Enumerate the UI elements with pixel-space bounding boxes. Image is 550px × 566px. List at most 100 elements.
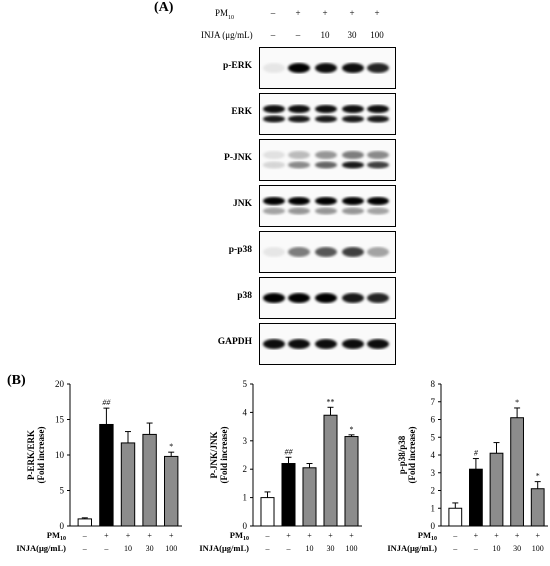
blot-label: p38 [237,291,252,301]
inja-label: INJA (μg/mL) [201,30,253,40]
y-axis-label-line2: (Fold increase) [36,426,46,483]
inja-value: – [286,544,292,553]
y-tick-label: 0 [431,521,436,531]
pm-value: + [295,8,301,18]
blot-band [367,63,389,73]
y-axis-label-line2: (Fold increase) [407,426,417,483]
blot-band-lower [342,161,364,169]
inja-value: 10 [493,544,501,553]
blot-band-lower [263,161,285,169]
pm-value: + [494,531,499,540]
bar [344,436,359,527]
inja-value: – [452,544,458,553]
blot-band-lower [367,207,389,215]
blot-band [367,339,389,349]
y-axis-label: P-ERK/ERK [26,430,36,480]
pm-value: + [322,8,328,18]
y-tick-label: 0 [243,521,248,531]
bar [530,488,545,527]
blot-band-lower [315,161,337,169]
blot-band [367,247,389,257]
y-tick-label: 5 [431,432,436,442]
blot-band [263,105,285,113]
blot-band [263,293,285,303]
blot-band-lower [263,207,285,215]
significance-mark: * [536,472,540,481]
blot-label: p-p38 [228,245,252,255]
blot-band [342,63,364,73]
blot-band-lower [342,115,364,123]
bar [281,463,296,527]
pm-value: + [286,531,291,540]
pm-value: + [169,531,174,540]
inja-value: 30 [513,544,521,553]
bar [77,518,92,527]
blot-band [315,63,337,73]
blot-band [288,247,310,257]
significance-mark: * [515,398,519,407]
pm-value: + [474,531,479,540]
significance-mark: * [169,442,173,451]
y-tick-label: 1 [243,493,248,503]
y-tick-label: 15 [55,415,65,425]
inja-value: – [473,544,479,553]
pm-value: + [349,8,355,18]
blot-band [263,197,285,205]
blot-band-lower [367,161,389,169]
y-tick-label: 2 [243,464,248,474]
blot-band [342,105,364,113]
blot-band [288,197,310,205]
inja-value: – [82,544,88,553]
pm10-label: PM10 [215,8,235,21]
blot-band [315,293,337,303]
bar [142,433,157,527]
blot-image [259,185,396,227]
y-tick-label: 10 [55,450,65,460]
y-tick-label: 1 [431,503,436,513]
blot-band [288,151,310,159]
blot-image [259,93,396,135]
inja-value: 100 [370,30,384,40]
blot-band [288,293,310,303]
blot-band [315,339,337,349]
pm-value: + [535,531,540,540]
blot-band-lower [367,115,389,123]
significance-mark: * [350,425,354,434]
y-tick-label: 4 [243,407,248,417]
x-inja-label: INJA(μg/mL) [199,543,249,553]
pm-value: + [349,531,354,540]
bar [164,455,179,527]
pm-value: – [452,531,458,540]
pm-value: + [374,8,380,18]
inja-value: 30 [327,544,335,553]
blot-band-lower [342,207,364,215]
inja-value: 10 [306,544,314,553]
bar [302,467,317,527]
blot-band [288,339,310,349]
y-axis-label: P-JNK/JNK [209,432,219,479]
blot-band-lower [315,115,337,123]
inja-value: – [265,544,271,553]
significance-mark: ** [327,397,335,406]
pm-value: + [126,531,131,540]
inja-value: 30 [347,30,357,40]
x-inja-label: INJA(μg/mL) [16,543,66,553]
y-tick-label: 7 [431,397,436,407]
pm-value: – [270,8,276,18]
pm-value: – [265,531,271,540]
y-tick-label: 8 [431,379,436,389]
pm-value: – [82,531,88,540]
y-axis-label-line2: (Fold increase) [219,426,229,483]
bar [99,423,114,527]
blot-band [315,151,337,159]
pm-value: + [147,531,152,540]
y-tick-label: 4 [431,450,436,460]
inja-value: 30 [146,544,154,553]
blot-band [342,197,364,205]
inja-value: 100 [346,544,358,553]
blot-band-lower [263,115,285,123]
inja-value: 10 [124,544,132,553]
bar [120,442,136,527]
blot-band [367,197,389,205]
blot-band [288,63,310,73]
